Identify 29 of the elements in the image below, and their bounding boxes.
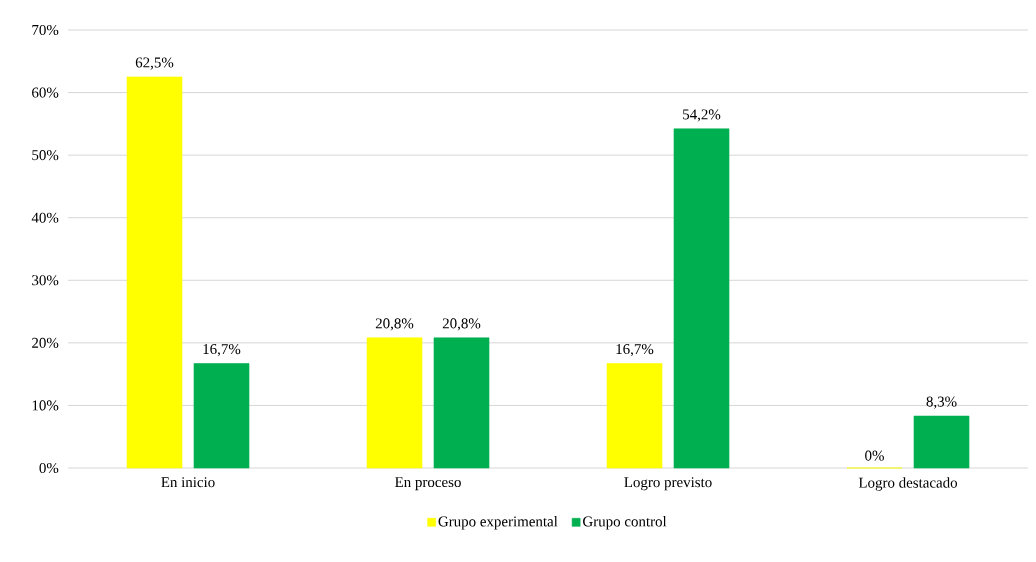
y-tick-label: 70% [32,24,59,36]
y-tick-label: 30% [32,275,59,286]
data-label: 16,7% [203,343,241,357]
x-tick-label: Logro previsto [624,477,712,491]
x-tick-label: Logro destacado [858,477,958,491]
data-label: 54,2% [683,109,721,122]
x-tick-label: En inicio [161,477,215,488]
data-label: 20,8% [442,318,481,331]
bar [366,337,423,469]
legend-label: Grupo experimental [438,516,558,530]
y-tick-label: 20% [32,337,59,348]
data-label: 0% [865,450,884,461]
bar [913,415,970,469]
data-label: 16,7% [616,343,654,357]
data-label: 8,3% [926,396,957,409]
bar [606,363,663,469]
y-tick-label: 50% [32,150,59,161]
bar [126,76,183,469]
legend-label: Grupo control [583,516,667,530]
bar [193,363,250,469]
bar [433,337,490,469]
bar [673,128,730,469]
x-tick-label: En proceso [395,477,461,491]
y-tick-label: 0% [39,462,59,474]
y-tick-label: 10% [32,400,59,411]
data-label: 62,5% [135,57,174,70]
y-tick-label: 60% [32,87,59,98]
data-label: 20,8% [375,318,414,331]
y-tick-label: 40% [31,212,59,223]
